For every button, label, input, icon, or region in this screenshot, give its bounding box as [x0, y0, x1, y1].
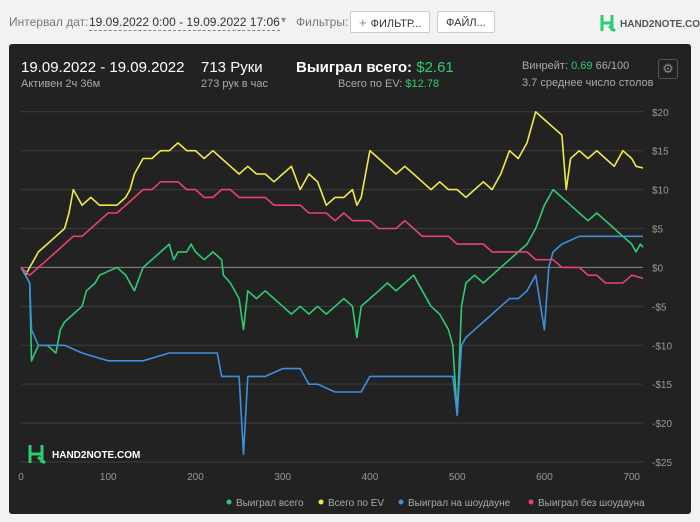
avg-tables: 3.7 среднее число столов [522, 77, 654, 89]
watermark-logo: HAND2NOTE.COM [28, 445, 140, 465]
ev-total: Всего по EV: $12.78 [338, 78, 439, 90]
legend-item-2: Выиграл на шоудауне [398, 498, 511, 509]
won-total-label: Выиграл всего: [296, 59, 413, 76]
hand2note-logo: HAND2NOTE.COM [600, 13, 700, 33]
ev-value: $12.78 [405, 78, 440, 90]
file-button[interactable]: ФАЙЛ... [437, 11, 495, 33]
legend: Выиграл всего Всего по EV Выиграл на шоуда… [226, 497, 645, 509]
y-tick-label: $10 [652, 186, 669, 197]
legend-marker [398, 499, 404, 505]
y-tick-label: -$5 [652, 302, 667, 313]
file-button-label: ФАЙЛ... [446, 17, 486, 29]
won-total: Выиграл всего: $2.61 [296, 59, 454, 76]
logo-text: HAND2NOTE.COM [620, 19, 700, 30]
x-tick-label: 0 [18, 472, 24, 483]
y-tick-label: -$10 [652, 341, 672, 352]
x-tick-label: 700 [623, 472, 640, 483]
h2n-logo-icon: HAND2NOTE.COM [600, 15, 700, 33]
x-tick-label: 600 [536, 472, 553, 483]
legend-label: Выиграл всего [236, 498, 304, 509]
legend-marker [528, 499, 534, 505]
hands-per-hour: 273 рук в час [201, 78, 269, 90]
y-tick-label: -$20 [652, 419, 672, 430]
watermark-h-tail [37, 455, 46, 465]
x-tick-label: 300 [274, 472, 291, 483]
legend-label: Всего по EV [328, 498, 384, 509]
y-axis-ticks: $20 $15 $10 $5 $0 -$5 -$10 -$15 -$20 -$25 [652, 108, 672, 469]
graph-panel [9, 44, 691, 514]
series-line-0 [20, 188, 644, 417]
winrate-suffix: 66/100 [595, 60, 630, 72]
active-time: Активен 2ч 36м [21, 78, 101, 90]
gear-icon[interactable]: ⚙ [658, 59, 678, 79]
legend-item-0: Выиграл всего [226, 498, 304, 509]
winrate-value: 0.69 [571, 60, 593, 72]
series-line-1 [20, 111, 644, 276]
date-range: 19.09.2022 - 19.09.2022 [21, 59, 185, 76]
legend-item-3: Выиграл без шоудауна [528, 497, 645, 509]
filter-button-label: ФИЛЬТР... [370, 18, 422, 30]
y-tick-label: $20 [652, 108, 669, 119]
x-tick-label: 400 [362, 472, 379, 483]
legend-item-1: Всего по EV [318, 498, 384, 509]
y-tick-label: $5 [652, 225, 664, 236]
filter-button[interactable]: + ФИЛЬТР... [350, 11, 431, 33]
x-tick-label: 500 [449, 472, 466, 483]
legend-marker [318, 499, 324, 505]
winrate: Винрейт: 0.69 66/100 [522, 60, 629, 72]
y-tick-label: -$15 [652, 380, 672, 391]
x-axis-ticks: 0 100 200 300 400 500 600 700 [18, 472, 640, 483]
series-line-2 [20, 235, 643, 455]
plus-icon: + [359, 15, 367, 30]
watermark-text: HAND2NOTE.COM [52, 450, 140, 461]
legend-marker [226, 499, 232, 505]
interval-date-picker[interactable]: 19.09.2022 0:00 - 19.09.2022 17:06 [89, 15, 280, 31]
filters-label: Фильтры: [296, 15, 349, 29]
series-line-3 [20, 181, 644, 284]
chevron-down-icon[interactable]: ▾ [281, 15, 287, 26]
grid [21, 111, 643, 463]
series-lines [20, 111, 644, 455]
toolbar: Интервал дат: 19.09.2022 0:00 - 19.09.20… [0, 0, 700, 44]
won-total-value: $2.61 [416, 59, 454, 76]
y-tick-label: $0 [652, 263, 664, 274]
x-tick-label: 100 [100, 472, 117, 483]
legend-label: Выиграл без шоудауна [538, 497, 645, 509]
legend-label: Выиграл на шоудауне [408, 498, 511, 509]
y-tick-label: $15 [652, 147, 669, 158]
y-tick-label: -$25 [652, 458, 672, 469]
winrate-label: Винрейт: [522, 60, 569, 72]
interval-label: Интервал дат: [9, 15, 89, 29]
hands-count: 713 Руки [201, 59, 263, 76]
ev-label: Всего по EV: [338, 78, 403, 90]
x-tick-label: 200 [187, 472, 204, 483]
